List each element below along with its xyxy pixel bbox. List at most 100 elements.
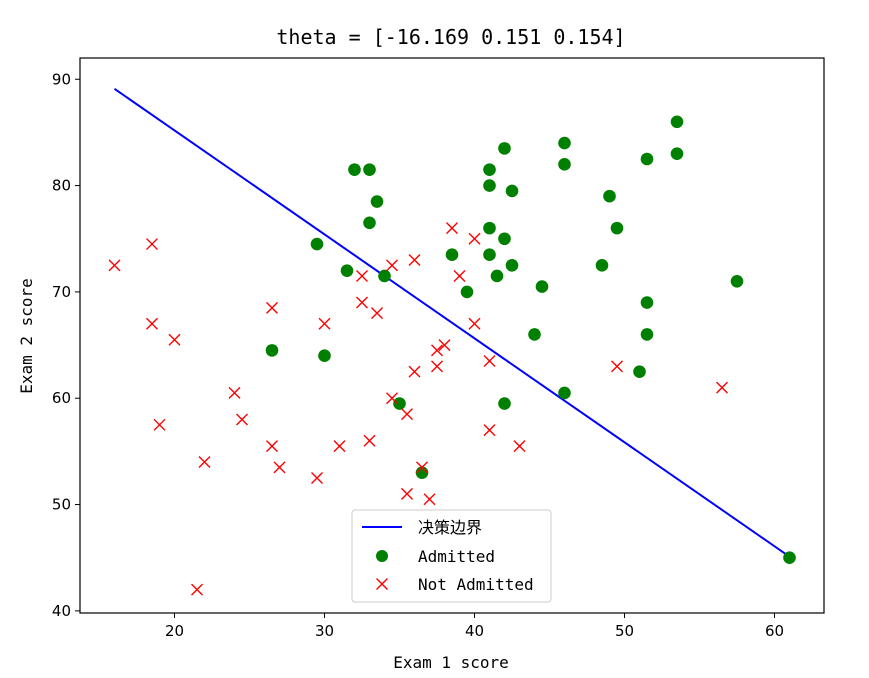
admitted-point [505,259,519,272]
admitted-point [670,115,684,129]
legend-entry-not-admitted: Not Admitted [418,575,534,594]
admitted-point [348,163,361,176]
admitted-point [595,259,609,272]
x-tick-label: 50 [615,622,634,640]
admitted-point [558,136,571,150]
not-admitted-point [333,440,346,453]
plot-area [108,88,796,596]
admitted-point [640,152,654,166]
admitted-point [363,163,376,176]
not-admitted-point [716,381,728,394]
chart-title: theta = [-16.169 0.151 0.154] [276,25,625,49]
admitted-point [730,274,744,288]
not-admitted-point [453,269,466,282]
y-tick-label: 40 [52,602,71,620]
y-tick-label: 50 [52,496,71,514]
admitted-point [535,280,549,293]
admitted-point [640,328,654,341]
not-admitted-point [446,222,458,235]
legend-entry-boundary: 决策边界 [418,518,482,537]
admitted-point [340,264,354,277]
not-admitted-point [273,461,286,474]
not-admitted-point [483,355,496,368]
not-admitted-point [416,461,428,474]
admitted-point [483,221,496,235]
legend: 决策边界 Admitted Not Admitted [351,509,552,603]
admitted-point [505,184,519,198]
not-admitted-point [468,232,481,245]
admitted-point [265,344,279,357]
not-admitted-point [371,307,383,320]
admitted-point [528,328,541,341]
x-tick-label: 20 [165,622,184,640]
x-tick-label: 60 [765,622,784,640]
not-admitted-point [228,386,241,399]
not-admitted-point [311,471,323,484]
admitted-point [670,147,684,160]
legend-entry-admitted: Admitted [418,547,495,566]
not-admitted-point [266,440,278,453]
admitted-point [633,365,646,378]
not-admitted-point [236,413,248,426]
admitted-point [498,397,511,410]
y-axis-label: Exam 2 score [17,278,36,394]
not-admitted-point [146,238,158,251]
admitted-point [445,248,459,261]
not-admitted-point [153,418,166,431]
not-admitted-point [198,456,211,469]
not-admitted-point [408,254,421,267]
admitted-point [498,142,511,155]
not-admitted-point [611,360,623,373]
y-tick-label: 90 [52,70,71,88]
y-tick-label: 80 [52,177,71,195]
admitted-point [378,269,391,283]
admitted-point [370,195,384,208]
admitted-point [640,296,654,309]
not-admitted-point [513,440,526,453]
decision-boundary-line [113,88,791,558]
x-tick-label: 30 [315,622,334,640]
admitted-point [610,221,624,235]
not-admitted-point [401,487,413,500]
admitted-point [783,551,796,565]
admitted-point [393,397,406,410]
y-tick-label: 60 [52,389,71,407]
legend-box [351,509,552,603]
admitted-point [483,179,496,192]
not-admitted-point [438,339,451,352]
not-admitted-point [108,259,121,272]
not-admitted-point [356,269,368,282]
admitted-point [603,189,616,203]
not-admitted-point [431,360,443,373]
x-tick-label: 40 [465,622,484,640]
not-admitted-point [468,317,481,330]
legend-not-admitted-swatch [376,578,388,590]
not-admitted-point [191,583,203,596]
not-admitted-point [401,408,413,421]
not-admitted-point [386,259,398,272]
not-admitted-point [363,434,376,447]
not-admitted-point [168,333,181,346]
not-admitted-point [356,296,368,309]
not-admitted-point [266,301,278,314]
not-admitted-point [408,365,421,378]
not-admitted-point [423,493,436,506]
admitted-point [483,248,496,261]
not-admitted-point [431,344,443,357]
not-admitted-point [318,317,331,330]
not-admitted-point [386,392,398,405]
admitted-point [318,349,331,363]
x-axis-label: Exam 1 score [393,653,509,672]
admitted-point [483,163,496,176]
not-admitted-point [146,317,158,330]
admitted-point [490,269,504,283]
not-admitted-point [483,424,496,437]
axis-ticks: 20 30 40 50 60 40 50 60 70 80 90 [52,70,784,640]
admitted-point [310,237,324,251]
legend-x-marker [376,578,388,590]
y-tick-label: 70 [52,283,71,301]
admitted-point [363,216,376,230]
admitted-point [460,285,474,299]
plot-frame [79,57,825,614]
